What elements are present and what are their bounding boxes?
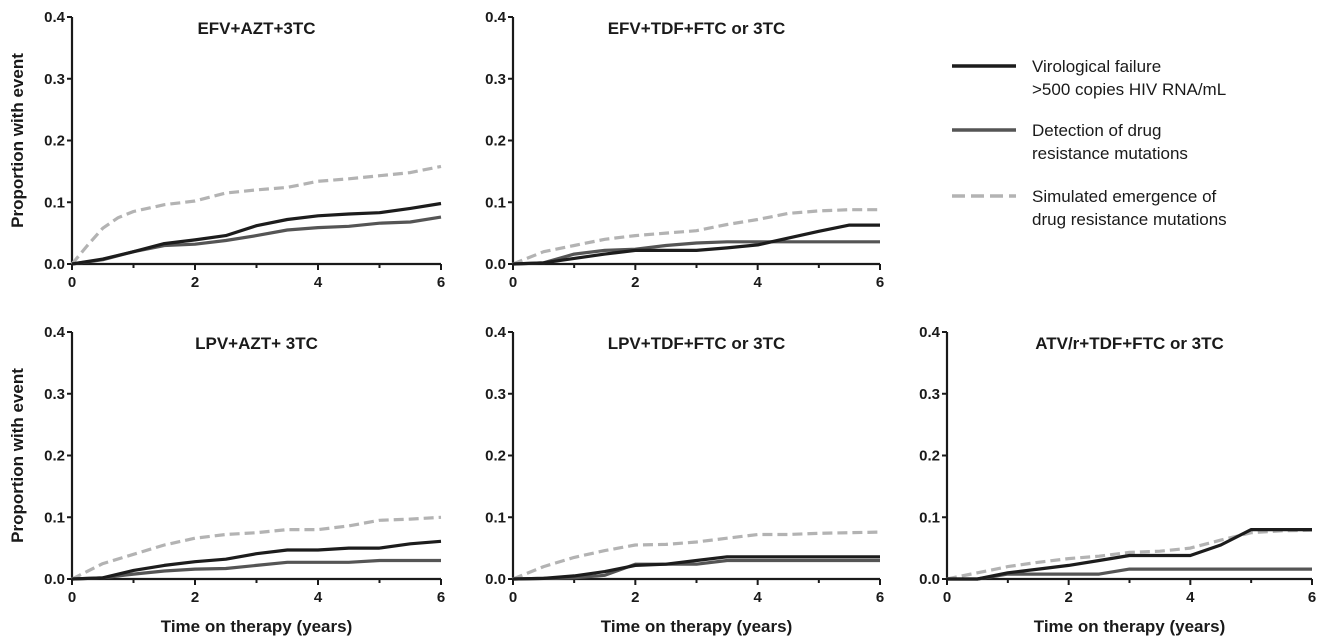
chart-panel-4: 0.0 0.1 0.2 0.3 0.4 0 2 4 6 LPV+TDF+FTC or 3TC Tim… <box>485 324 884 636</box>
legend-label: Virological failure <box>1032 57 1161 76</box>
y-tick-label: 0.3 <box>44 386 65 403</box>
x-tick-label: 0 <box>509 589 517 606</box>
series-line-simulated <box>946 528 1313 581</box>
legend-label: >500 copies HIV RNA/mL <box>1032 80 1226 99</box>
series-line-virological-failure <box>71 201 442 266</box>
series-line-simulated <box>70 164 442 266</box>
legend: Virological failure >500 copies HIV RNA/m… <box>952 57 1227 229</box>
x-tick-label: 6 <box>876 589 884 606</box>
y-tick-label: 0.1 <box>485 509 506 526</box>
x-tick-label: 4 <box>314 589 323 606</box>
x-tick-label: 2 <box>1064 589 1072 606</box>
series-line-detection <box>512 558 880 581</box>
legend-label: Simulated emergence of <box>1032 187 1217 206</box>
series-line-virological-failure <box>512 223 880 266</box>
chart-panel-2: 0.0 0.1 0.2 0.3 0.4 0 2 4 6 EFV+TDF+FTC or 3TC <box>485 9 884 291</box>
y-tick-label: 0.1 <box>919 509 940 526</box>
panel-title: LPV+AZT+ 3TC <box>195 334 318 353</box>
series-line-virological-failure <box>71 539 442 581</box>
y-tick-label: 0.2 <box>919 448 940 465</box>
x-axis-label: Time on therapy (years) <box>1034 617 1225 636</box>
x-tick-label: 0 <box>68 274 76 291</box>
x-tick-label: 2 <box>631 274 639 291</box>
panel-title: EFV+TDF+FTC or 3TC <box>608 19 786 38</box>
x-tick-label: 4 <box>753 589 762 606</box>
series-line-virological-failure <box>947 527 1312 581</box>
chart-panel-3: 0.0 0.1 0.2 0.3 0.4 0 2 4 6 LPV+AZT+ 3TC Proportio… <box>8 324 445 636</box>
y-tick-label: 0.4 <box>44 9 66 26</box>
x-tick-label: 2 <box>191 589 199 606</box>
y-axis-label: Proportion with event <box>8 53 27 228</box>
y-tick-label: 0.2 <box>44 133 65 150</box>
y-tick-label: 0.2 <box>485 448 506 465</box>
y-tick-label: 0.4 <box>919 324 941 341</box>
y-tick-label: 0.4 <box>44 324 66 341</box>
legend-label: Detection of drug <box>1032 121 1161 140</box>
y-tick-label: 0.0 <box>485 256 506 273</box>
y-tick-label: 0.0 <box>485 571 506 588</box>
x-tick-label: 2 <box>191 274 199 291</box>
x-axis-label: Time on therapy (years) <box>161 617 352 636</box>
y-tick-label: 0.2 <box>485 133 506 150</box>
panel-title: EFV+AZT+3TC <box>197 19 315 38</box>
x-tick-label: 4 <box>1186 589 1195 606</box>
y-tick-label: 0.2 <box>44 448 65 465</box>
y-tick-label: 0.3 <box>919 386 940 403</box>
x-tick-label: 4 <box>314 274 323 291</box>
x-tick-label: 0 <box>509 274 517 291</box>
x-tick-label: 6 <box>1308 589 1316 606</box>
legend-label: drug resistance mutations <box>1032 210 1227 229</box>
series-line-virological-failure <box>512 555 880 581</box>
series-line-simulated <box>71 515 442 581</box>
y-tick-label: 0.1 <box>44 509 65 526</box>
series-line-detection <box>512 240 880 266</box>
x-tick-label: 4 <box>753 274 762 291</box>
chart-panel-1: 0.0 0.1 0.2 0.3 0.4 0 2 4 6 EFV+AZT+3TC Proportion… <box>8 9 445 291</box>
x-tick-label: 6 <box>437 274 445 291</box>
chart-panel-5: 0.0 0.1 0.2 0.3 0.4 0 2 4 6 ATV/r+TDF+FTC or 3TC T… <box>919 324 1316 636</box>
y-tick-label: 0.4 <box>485 9 507 26</box>
legend-label: resistance mutations <box>1032 144 1188 163</box>
x-tick-label: 6 <box>876 274 884 291</box>
y-axis-label: Proportion with event <box>8 368 27 543</box>
x-tick-label: 0 <box>68 589 76 606</box>
y-tick-label: 0.3 <box>44 71 65 88</box>
panel-title: LPV+TDF+FTC or 3TC <box>608 334 786 353</box>
y-tick-label: 0.0 <box>919 571 940 588</box>
x-axis-label: Time on therapy (years) <box>601 617 792 636</box>
series-line-simulated <box>512 208 880 266</box>
series-line-simulated <box>512 530 881 581</box>
panel-title: ATV/r+TDF+FTC or 3TC <box>1035 334 1224 353</box>
x-tick-label: 6 <box>437 589 445 606</box>
y-tick-label: 0.1 <box>485 194 506 211</box>
y-tick-label: 0.4 <box>485 324 507 341</box>
y-tick-label: 0.3 <box>485 386 506 403</box>
x-tick-label: 0 <box>943 589 951 606</box>
y-tick-label: 0.0 <box>44 571 65 588</box>
y-tick-label: 0.1 <box>44 194 65 211</box>
y-tick-label: 0.0 <box>44 256 65 273</box>
x-tick-label: 2 <box>631 589 639 606</box>
y-tick-label: 0.3 <box>485 71 506 88</box>
series-line-detection <box>71 558 441 581</box>
